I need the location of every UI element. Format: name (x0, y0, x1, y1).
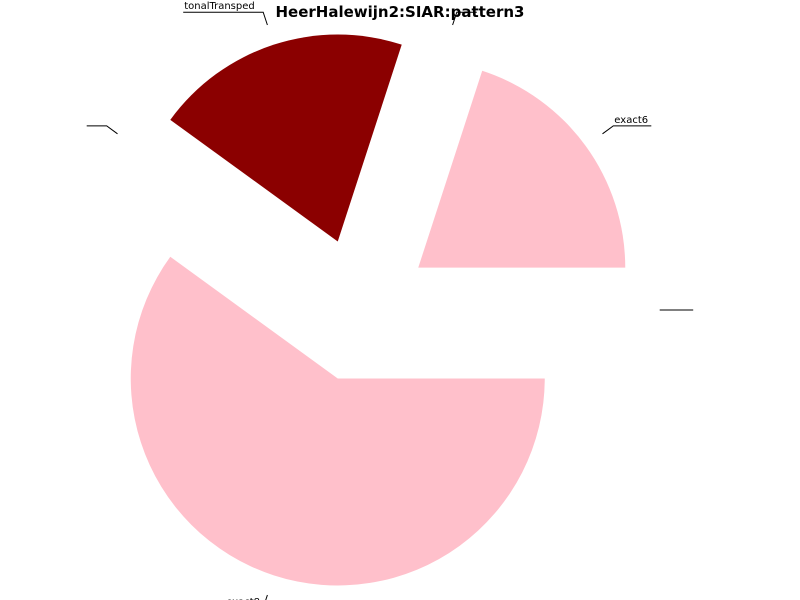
leader-line-exact8 (265, 594, 268, 600)
slice-label-tonalTransped: tonalTransped (184, 1, 255, 12)
leader-line-exact6 (602, 125, 652, 135)
pie-slices (130, 34, 626, 586)
leader-line-tonalTransped (183, 11, 268, 26)
slice-label-exact8: exact8 (226, 597, 260, 600)
pie-slice-exact8 (130, 256, 545, 586)
chart-title: HeerHalewijn2:SIAR:pattern3 (275, 3, 525, 21)
leader-line-empty-3 (86, 125, 118, 135)
pie-slice-tonalTransped (170, 34, 402, 242)
slice-label-exact6: exact6 (614, 115, 648, 126)
pie-labels: exact6 tonalTransped exact8 (86, 1, 694, 600)
leader-line-empty-1 (452, 11, 477, 26)
pie-slice-exact6 (418, 70, 626, 268)
